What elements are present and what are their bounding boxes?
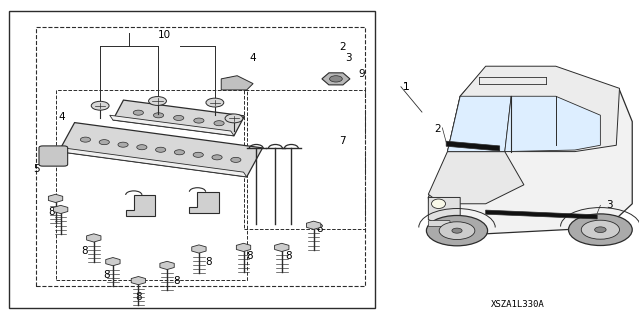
Circle shape bbox=[92, 101, 109, 110]
Text: 3: 3 bbox=[607, 200, 613, 210]
Polygon shape bbox=[221, 76, 253, 90]
Circle shape bbox=[173, 115, 184, 121]
Polygon shape bbox=[446, 141, 500, 151]
Text: 3: 3 bbox=[346, 53, 352, 63]
Circle shape bbox=[99, 140, 109, 145]
Polygon shape bbox=[56, 147, 246, 177]
Text: 8: 8 bbox=[205, 257, 212, 267]
Text: 2: 2 bbox=[435, 124, 441, 135]
Text: 7: 7 bbox=[339, 136, 346, 145]
Text: 4: 4 bbox=[250, 53, 257, 63]
Text: 8: 8 bbox=[173, 276, 180, 286]
Polygon shape bbox=[447, 96, 511, 152]
Circle shape bbox=[595, 227, 606, 233]
Polygon shape bbox=[428, 197, 460, 226]
Bar bbox=[36, 27, 365, 286]
Circle shape bbox=[118, 142, 128, 147]
Circle shape bbox=[426, 215, 488, 246]
Bar bbox=[244, 90, 365, 229]
Circle shape bbox=[137, 145, 147, 150]
Circle shape bbox=[581, 220, 620, 239]
Polygon shape bbox=[428, 68, 632, 234]
Polygon shape bbox=[125, 195, 156, 216]
FancyBboxPatch shape bbox=[428, 220, 450, 226]
Polygon shape bbox=[59, 122, 262, 177]
Circle shape bbox=[231, 157, 241, 162]
Circle shape bbox=[225, 114, 243, 123]
Circle shape bbox=[439, 222, 475, 240]
Text: 5: 5 bbox=[33, 164, 40, 174]
Text: 10: 10 bbox=[157, 30, 170, 40]
Circle shape bbox=[81, 137, 90, 142]
Text: 4: 4 bbox=[59, 112, 65, 122]
Text: 8: 8 bbox=[246, 251, 253, 261]
Text: 9: 9 bbox=[358, 69, 365, 79]
Text: 1: 1 bbox=[403, 82, 410, 92]
Polygon shape bbox=[486, 210, 597, 219]
Polygon shape bbox=[505, 96, 600, 152]
Circle shape bbox=[206, 98, 224, 107]
Circle shape bbox=[194, 118, 204, 123]
Circle shape bbox=[156, 147, 166, 152]
Circle shape bbox=[174, 150, 184, 155]
Polygon shape bbox=[428, 152, 524, 204]
Text: 8: 8 bbox=[48, 207, 54, 217]
Bar bbox=[9, 11, 376, 308]
Text: 8: 8 bbox=[285, 251, 291, 261]
Circle shape bbox=[193, 152, 204, 157]
Circle shape bbox=[214, 121, 224, 126]
Text: 8: 8 bbox=[135, 292, 141, 302]
Text: 2: 2 bbox=[339, 42, 346, 52]
Text: 8: 8 bbox=[103, 270, 110, 280]
Circle shape bbox=[452, 228, 462, 233]
Circle shape bbox=[154, 113, 164, 118]
Polygon shape bbox=[113, 100, 244, 136]
Polygon shape bbox=[447, 66, 620, 152]
Polygon shape bbox=[189, 192, 219, 213]
Circle shape bbox=[133, 110, 143, 115]
Polygon shape bbox=[109, 115, 234, 136]
Text: 8: 8 bbox=[81, 246, 88, 256]
Text: XSZA1L330A: XSZA1L330A bbox=[491, 300, 545, 309]
Text: 6: 6 bbox=[224, 77, 231, 87]
Circle shape bbox=[568, 214, 632, 246]
FancyBboxPatch shape bbox=[39, 146, 68, 166]
Circle shape bbox=[148, 97, 166, 105]
Bar bbox=[56, 90, 246, 280]
Circle shape bbox=[212, 155, 222, 160]
Circle shape bbox=[330, 76, 342, 82]
Text: 8: 8 bbox=[317, 224, 323, 234]
Ellipse shape bbox=[431, 199, 445, 209]
Text: 1: 1 bbox=[403, 82, 410, 92]
